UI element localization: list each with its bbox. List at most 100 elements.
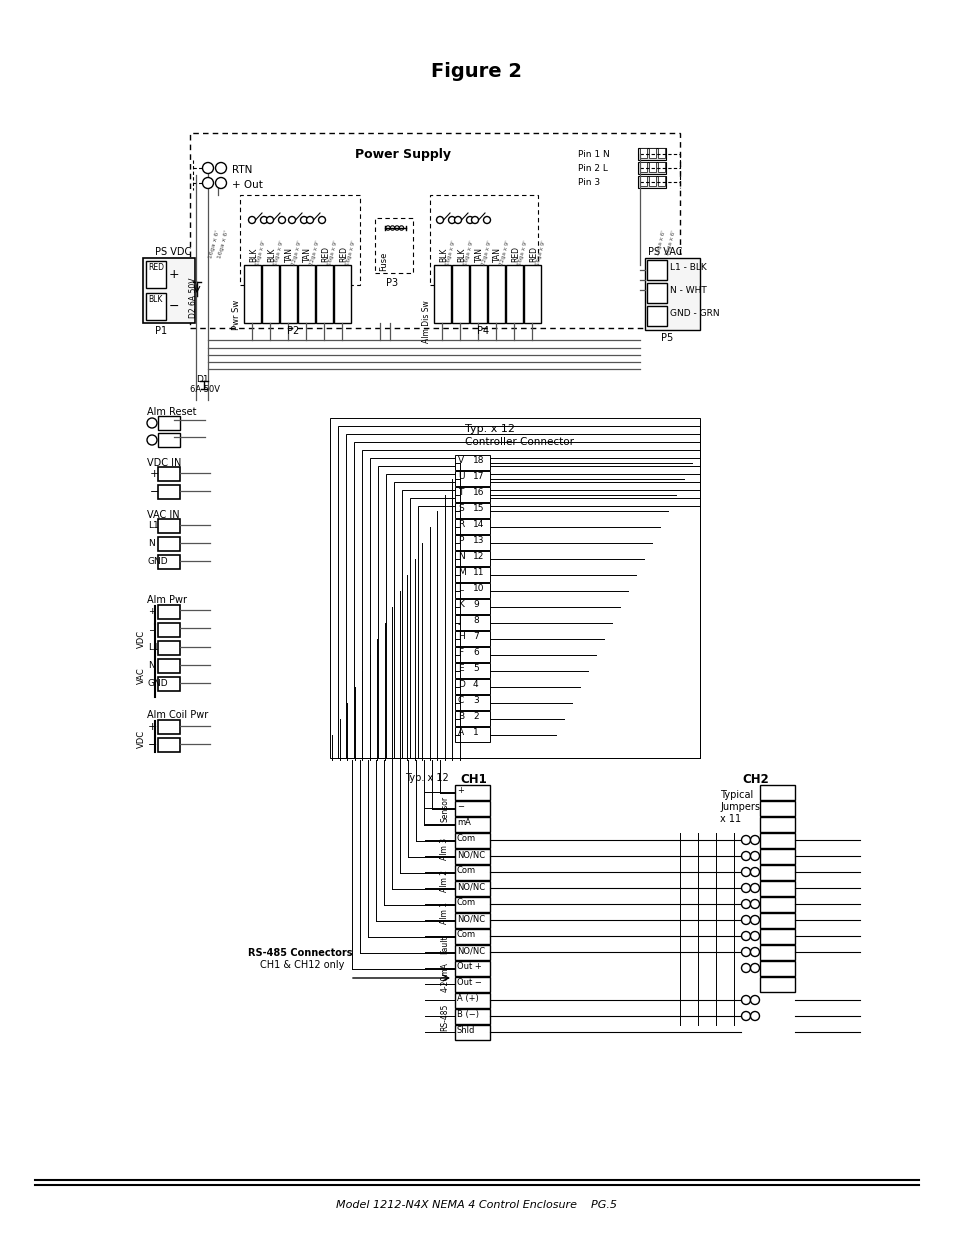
- Bar: [158, 739, 180, 752]
- Text: NO/NC: NO/NC: [456, 850, 485, 860]
- Bar: [644, 258, 700, 330]
- Text: C: C: [457, 697, 464, 705]
- Text: CH1 & CH12 only: CH1 & CH12 only: [260, 960, 344, 969]
- Bar: [760, 848, 794, 864]
- Text: T: T: [457, 488, 463, 496]
- Bar: [760, 897, 794, 911]
- Bar: [410, 498, 700, 758]
- Text: Pin 1 N: Pin 1 N: [578, 149, 609, 159]
- Text: 16ga x 6': 16ga x 6': [216, 230, 229, 259]
- Text: GND: GND: [148, 679, 169, 688]
- Bar: [646, 283, 666, 303]
- Text: CH1: CH1: [459, 773, 486, 785]
- Bar: [346, 433, 700, 758]
- Bar: [455, 832, 490, 848]
- Bar: [455, 1009, 490, 1024]
- Text: Alm 2: Alm 2: [440, 869, 449, 892]
- Text: 6: 6: [473, 648, 478, 657]
- Bar: [646, 306, 666, 326]
- Bar: [455, 695, 490, 710]
- Text: Typical: Typical: [720, 790, 753, 800]
- Bar: [455, 599, 490, 614]
- Text: 6A 50V: 6A 50V: [190, 385, 220, 394]
- Text: 22ga x 9': 22ga x 9': [498, 240, 510, 267]
- Text: RED: RED: [338, 246, 348, 262]
- Text: VAC: VAC: [137, 667, 146, 684]
- Bar: [470, 266, 486, 324]
- Circle shape: [750, 931, 759, 941]
- Bar: [394, 482, 700, 758]
- Text: RED: RED: [148, 263, 164, 272]
- Circle shape: [750, 851, 759, 861]
- Text: N - WHT: N - WHT: [669, 287, 706, 295]
- Circle shape: [202, 178, 213, 189]
- Bar: [760, 929, 794, 944]
- Bar: [455, 818, 490, 832]
- Text: Com: Com: [456, 866, 476, 876]
- Circle shape: [448, 216, 455, 224]
- Text: Power Supply: Power Supply: [355, 148, 451, 161]
- Circle shape: [318, 216, 325, 224]
- Text: Alm Pwr: Alm Pwr: [147, 595, 187, 605]
- Text: P1: P1: [154, 326, 167, 336]
- Text: V: V: [457, 456, 464, 466]
- Bar: [240, 195, 359, 285]
- Text: Alm 1: Alm 1: [440, 902, 449, 924]
- Text: 4-20mA: 4-20mA: [440, 962, 449, 992]
- Bar: [158, 555, 180, 569]
- Bar: [262, 266, 278, 324]
- Text: Com: Com: [456, 930, 476, 939]
- Text: 14: 14: [473, 520, 484, 529]
- Text: P5: P5: [660, 333, 673, 343]
- Bar: [417, 506, 700, 758]
- Text: Shld: Shld: [456, 1026, 475, 1035]
- Circle shape: [740, 995, 750, 1004]
- Bar: [455, 471, 490, 487]
- Text: P3: P3: [386, 278, 397, 288]
- Bar: [638, 148, 665, 161]
- Text: GND: GND: [148, 557, 169, 566]
- Text: TAN: TAN: [285, 247, 294, 262]
- Circle shape: [750, 995, 759, 1004]
- Text: RS-485: RS-485: [440, 1003, 449, 1031]
- Bar: [244, 266, 261, 324]
- Circle shape: [436, 216, 443, 224]
- Bar: [760, 864, 794, 881]
- Text: 16ga x 6': 16ga x 6': [208, 230, 220, 259]
- Text: Com: Com: [456, 834, 476, 844]
- Bar: [455, 1025, 490, 1040]
- Bar: [434, 266, 451, 324]
- Bar: [455, 727, 490, 742]
- Circle shape: [740, 915, 750, 925]
- Bar: [455, 711, 490, 726]
- Text: VDC: VDC: [137, 630, 146, 648]
- Text: D2 6A 50V: D2 6A 50V: [189, 278, 198, 319]
- Text: Alm Coil Pwr: Alm Coil Pwr: [147, 710, 208, 720]
- Text: K: K: [457, 600, 463, 609]
- Bar: [375, 219, 413, 273]
- Bar: [648, 162, 656, 172]
- Bar: [455, 583, 490, 598]
- Text: 16ga x 9': 16ga x 9': [273, 240, 284, 267]
- Text: RED: RED: [320, 246, 330, 262]
- Text: P2: P2: [287, 326, 299, 336]
- Text: 10: 10: [473, 584, 484, 593]
- Text: B (−): B (−): [456, 1010, 478, 1019]
- Bar: [455, 647, 490, 662]
- Bar: [386, 474, 700, 758]
- Text: Alm Dis Sw: Alm Dis Sw: [421, 300, 431, 343]
- Text: −: −: [169, 300, 179, 312]
- Text: Fault: Fault: [440, 936, 449, 955]
- Bar: [638, 177, 665, 188]
- Text: 16: 16: [473, 488, 484, 496]
- Text: 22ga x 9': 22ga x 9': [291, 240, 302, 267]
- Text: 7: 7: [473, 632, 478, 641]
- Bar: [330, 417, 700, 758]
- Text: L1: L1: [148, 643, 158, 652]
- Bar: [143, 258, 194, 324]
- Bar: [370, 458, 700, 758]
- Text: 16ga x 9': 16ga x 9': [345, 240, 356, 267]
- Bar: [190, 133, 679, 329]
- Bar: [455, 945, 490, 960]
- Text: P: P: [457, 536, 463, 545]
